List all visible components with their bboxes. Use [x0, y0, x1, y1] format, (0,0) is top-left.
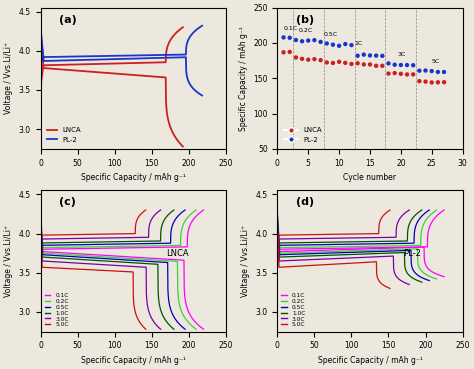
Point: [323, 59, 330, 65]
Point: [373, 53, 380, 59]
Legend: 0.1C, 0.2C, 0.5C, 1.0C, 3.0C, 5.0C: 0.1C, 0.2C, 0.5C, 1.0C, 3.0C, 5.0C: [44, 292, 70, 329]
Text: 3C: 3C: [398, 52, 406, 57]
Y-axis label: Voltage / Vvs.Li/Li⁺: Voltage / Vvs.Li/Li⁺: [241, 225, 250, 297]
Text: (a): (a): [59, 15, 77, 25]
Point: [373, 63, 380, 69]
Point: [323, 41, 330, 46]
Legend: LNCA, PL-2: LNCA, PL-2: [281, 124, 325, 145]
Text: (b): (b): [296, 15, 314, 25]
Point: [286, 35, 293, 41]
Point: [304, 38, 312, 44]
Point: [397, 71, 405, 77]
Text: 5C: 5C: [432, 59, 440, 64]
Point: [310, 37, 318, 43]
X-axis label: Specific Capacity / mAh g⁻¹: Specific Capacity / mAh g⁻¹: [318, 356, 422, 365]
X-axis label: Specific Capacity / mAh g⁻¹: Specific Capacity / mAh g⁻¹: [81, 173, 186, 182]
Point: [422, 68, 429, 73]
Text: 0.5C: 0.5C: [324, 32, 338, 37]
Point: [428, 79, 436, 85]
Point: [341, 60, 349, 66]
Point: [304, 57, 312, 63]
Point: [440, 69, 448, 75]
Point: [347, 61, 355, 67]
Text: 1C: 1C: [355, 41, 363, 46]
Point: [434, 79, 442, 85]
Text: (d): (d): [296, 197, 314, 207]
Point: [329, 42, 337, 48]
Y-axis label: Voltage / Vvs.Li/Li⁺: Voltage / Vvs.Li/Li⁺: [4, 42, 13, 114]
Point: [280, 49, 287, 55]
Point: [403, 62, 411, 68]
Point: [292, 55, 300, 61]
Point: [298, 38, 306, 44]
Point: [317, 57, 324, 63]
Point: [335, 59, 343, 65]
Legend: 0.1C, 0.2C, 0.5C, 1.0C, 3.0C, 5.0C: 0.1C, 0.2C, 0.5C, 1.0C, 3.0C, 5.0C: [280, 292, 307, 329]
Point: [329, 60, 337, 66]
Point: [347, 42, 355, 48]
Point: [416, 78, 423, 84]
Point: [385, 70, 392, 76]
Point: [416, 68, 423, 74]
Point: [379, 63, 386, 69]
X-axis label: Specific Capacity / mAh g⁻¹: Specific Capacity / mAh g⁻¹: [81, 356, 186, 365]
Point: [335, 43, 343, 49]
Point: [410, 72, 417, 77]
Point: [391, 62, 399, 68]
Text: 0.1C: 0.1C: [283, 26, 298, 31]
Point: [354, 53, 361, 59]
Point: [310, 56, 318, 62]
Point: [391, 70, 399, 76]
Point: [360, 52, 368, 58]
Point: [317, 39, 324, 45]
Point: [354, 60, 361, 66]
X-axis label: Cycle number: Cycle number: [344, 173, 396, 182]
Point: [379, 53, 386, 59]
Text: LNCA: LNCA: [166, 249, 189, 258]
Point: [292, 37, 300, 43]
Point: [286, 49, 293, 55]
Point: [341, 41, 349, 47]
Point: [366, 52, 374, 58]
Y-axis label: Voltage / Vvs.Li/Li⁺: Voltage / Vvs.Li/Li⁺: [4, 225, 13, 297]
Point: [422, 79, 429, 85]
Text: 0.2C: 0.2C: [299, 28, 313, 33]
Y-axis label: Specific Capacity / mAh g⁻¹: Specific Capacity / mAh g⁻¹: [238, 26, 247, 131]
Point: [397, 62, 405, 68]
Text: PL-2: PL-2: [403, 249, 421, 258]
Point: [410, 62, 417, 68]
Point: [440, 79, 448, 85]
Point: [366, 62, 374, 68]
Point: [298, 56, 306, 62]
Point: [428, 68, 436, 74]
Point: [280, 34, 287, 40]
Point: [403, 72, 411, 77]
Point: [385, 61, 392, 66]
Point: [360, 62, 368, 68]
Legend: LNCA, PL-2: LNCA, PL-2: [44, 124, 84, 145]
Text: (c): (c): [59, 197, 76, 207]
Point: [434, 69, 442, 75]
